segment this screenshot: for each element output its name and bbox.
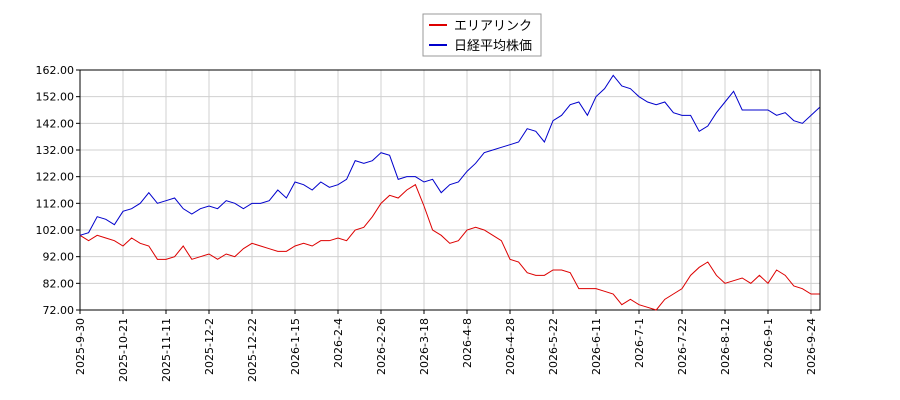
y-tick-label: 92.00 xyxy=(43,251,75,264)
y-tick-label: 82.00 xyxy=(43,277,75,290)
x-tick-label: 2025-12-2 xyxy=(203,318,216,375)
x-tick-label: 2025-12-22 xyxy=(246,318,259,382)
x-tick-label: 2026-9-1 xyxy=(762,318,775,368)
x-tick-label: 2025-9-30 xyxy=(74,318,87,375)
y-tick-label: 102.00 xyxy=(36,224,75,237)
x-tick-label: 2026-7-1 xyxy=(633,318,646,368)
series-line xyxy=(79,183,820,311)
y-tick-label: 72.00 xyxy=(43,304,75,317)
x-tick-label: 2026-8-12 xyxy=(719,318,732,375)
x-tick-label: 2026-4-28 xyxy=(504,318,517,375)
y-tick-label: 132.00 xyxy=(36,144,75,157)
legend-label: エリアリンク xyxy=(454,19,532,34)
x-tick-label: 2026-5-22 xyxy=(547,318,560,375)
y-tick-label: 152.00 xyxy=(36,91,75,104)
x-tick-label: 2026-2-26 xyxy=(375,318,388,375)
x-tick-label: 2026-7-22 xyxy=(676,318,689,375)
x-tick-label: 2026-4-8 xyxy=(461,318,474,368)
x-tick-label: 2026-9-24 xyxy=(805,318,818,375)
legend-label: 日経平均株価 xyxy=(454,39,532,54)
y-tick-label: 142.00 xyxy=(36,117,75,130)
plot-area xyxy=(79,69,820,311)
x-tick-label: 2025-10-21 xyxy=(117,318,130,382)
legend-box xyxy=(422,13,542,57)
plot-frame xyxy=(79,69,821,311)
y-tick-label: 122.00 xyxy=(36,171,75,184)
x-tick-label: 2026-3-18 xyxy=(418,318,431,375)
x-tick-label: 2025-11-11 xyxy=(160,318,173,382)
series-line xyxy=(79,74,820,236)
x-tick-label: 2026-1-15 xyxy=(289,318,302,375)
x-tick-label: 2026-6-11 xyxy=(590,318,603,375)
x-tick-label: 2026-2-4 xyxy=(332,318,345,368)
y-tick-label: 162.00 xyxy=(36,64,75,77)
y-tick-label: 112.00 xyxy=(36,197,75,210)
